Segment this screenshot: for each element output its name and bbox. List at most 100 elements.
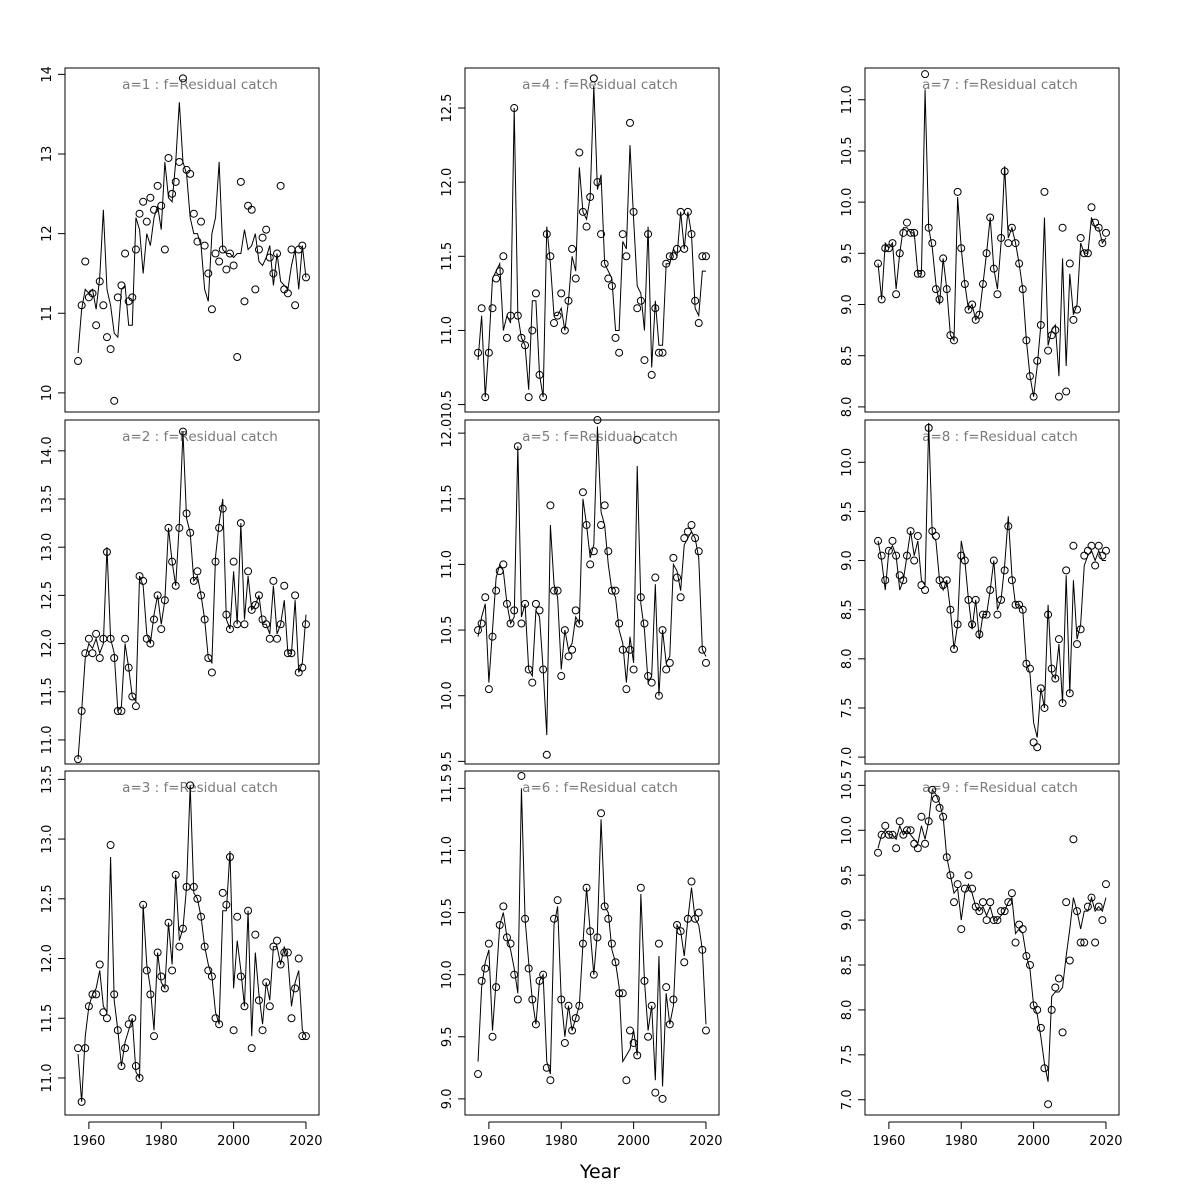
data-point <box>917 812 926 821</box>
data-point <box>1062 387 1071 396</box>
data-point <box>81 649 90 658</box>
x-tick-label: 2020 <box>1089 1134 1122 1149</box>
plot-frame <box>864 770 1120 1116</box>
y-tick-label: 9.5 <box>440 751 455 772</box>
y-tick-label: 14.0 <box>40 436 55 465</box>
y-tick-label: 11.5 <box>40 677 55 706</box>
data-point <box>157 625 166 634</box>
data-point <box>262 225 271 234</box>
data-point <box>950 898 959 907</box>
data-point <box>568 1026 577 1035</box>
data-point <box>131 245 140 254</box>
data-point <box>301 620 310 629</box>
data-point <box>604 547 613 556</box>
panel: a=9 : f=Residual catch 7.0 7.5 8.0 8.5 9.0 9.5… <box>840 770 1123 1149</box>
data-point <box>506 619 515 628</box>
y-tick-label: 12.5 <box>40 884 55 913</box>
data-point <box>881 821 890 830</box>
x-tick-label: 1960 <box>872 1134 905 1149</box>
plot-frame <box>864 67 1120 413</box>
data-point <box>204 269 213 278</box>
x-tick-label: 2000 <box>1017 1134 1050 1149</box>
data-point <box>557 289 566 298</box>
y-tick-label: 9.5 <box>840 501 855 522</box>
data-point <box>1025 961 1034 970</box>
data-point <box>568 244 577 253</box>
data-point <box>622 252 631 261</box>
fitted-line <box>877 422 1106 738</box>
data-point <box>287 245 296 254</box>
data-point <box>902 218 911 227</box>
data-point <box>1058 223 1067 232</box>
data-point <box>687 877 696 886</box>
data-point <box>651 573 660 582</box>
data-point <box>881 576 890 585</box>
y-tick-label: 8.5 <box>840 955 855 976</box>
data-point <box>233 912 242 921</box>
data-point <box>625 1026 634 1035</box>
y-tick-label: 13 <box>40 146 55 163</box>
y-tick-label: 9.0 <box>840 294 855 315</box>
data-point <box>560 1038 569 1047</box>
data-point <box>102 1014 111 1023</box>
y-tick-label: 10.0 <box>840 448 855 477</box>
data-point <box>135 209 144 218</box>
plot-frame <box>64 419 320 765</box>
data-point <box>1022 952 1031 961</box>
data-point <box>197 591 206 600</box>
fitted-line <box>877 89 1107 397</box>
data-point <box>128 293 137 302</box>
y-tick-label: 11.5 <box>440 484 455 513</box>
data-point <box>273 634 282 643</box>
data-point <box>229 261 238 270</box>
data-point <box>488 304 497 313</box>
data-point <box>510 970 519 979</box>
data-point <box>993 290 1002 299</box>
data-point <box>571 1014 580 1023</box>
data-point <box>978 898 987 907</box>
data-point <box>247 1044 256 1053</box>
data-point <box>1065 956 1074 965</box>
data-point <box>247 205 256 214</box>
data-point <box>291 591 300 600</box>
data-point <box>600 501 609 510</box>
data-point <box>1083 902 1092 911</box>
data-point <box>1062 566 1071 575</box>
data-point <box>571 274 580 283</box>
fitted-line <box>477 788 707 1087</box>
panel-title: a=6 : f=Residual catch <box>522 780 678 796</box>
data-point <box>913 531 922 540</box>
data-point <box>499 252 508 261</box>
data-point <box>258 233 267 242</box>
data-point <box>218 888 227 897</box>
data-point <box>106 841 115 850</box>
data-point <box>164 153 173 162</box>
plot-frame <box>464 67 720 413</box>
data-point <box>121 249 130 258</box>
y-tick-label: 11.0 <box>40 1063 55 1092</box>
data-point <box>589 547 598 556</box>
data-point <box>175 157 184 166</box>
data-point <box>502 333 511 342</box>
data-point <box>658 348 667 357</box>
data-point <box>474 1070 483 1079</box>
data-point <box>1054 635 1063 644</box>
data-point <box>687 521 696 530</box>
plot-frame <box>64 67 320 413</box>
data-point <box>276 181 285 190</box>
data-point <box>676 593 685 602</box>
data-point <box>546 501 555 510</box>
data-point <box>81 1044 90 1053</box>
data-point <box>658 1094 667 1103</box>
data-point <box>582 222 591 231</box>
data-point <box>899 576 908 585</box>
panel-title: a=5 : f=Residual catch <box>522 429 678 445</box>
data-point <box>917 581 926 590</box>
x-tick-label: 2000 <box>217 1134 250 1149</box>
data-point <box>1091 561 1100 570</box>
data-point <box>157 201 166 210</box>
data-point <box>895 817 904 826</box>
data-point <box>251 285 260 294</box>
